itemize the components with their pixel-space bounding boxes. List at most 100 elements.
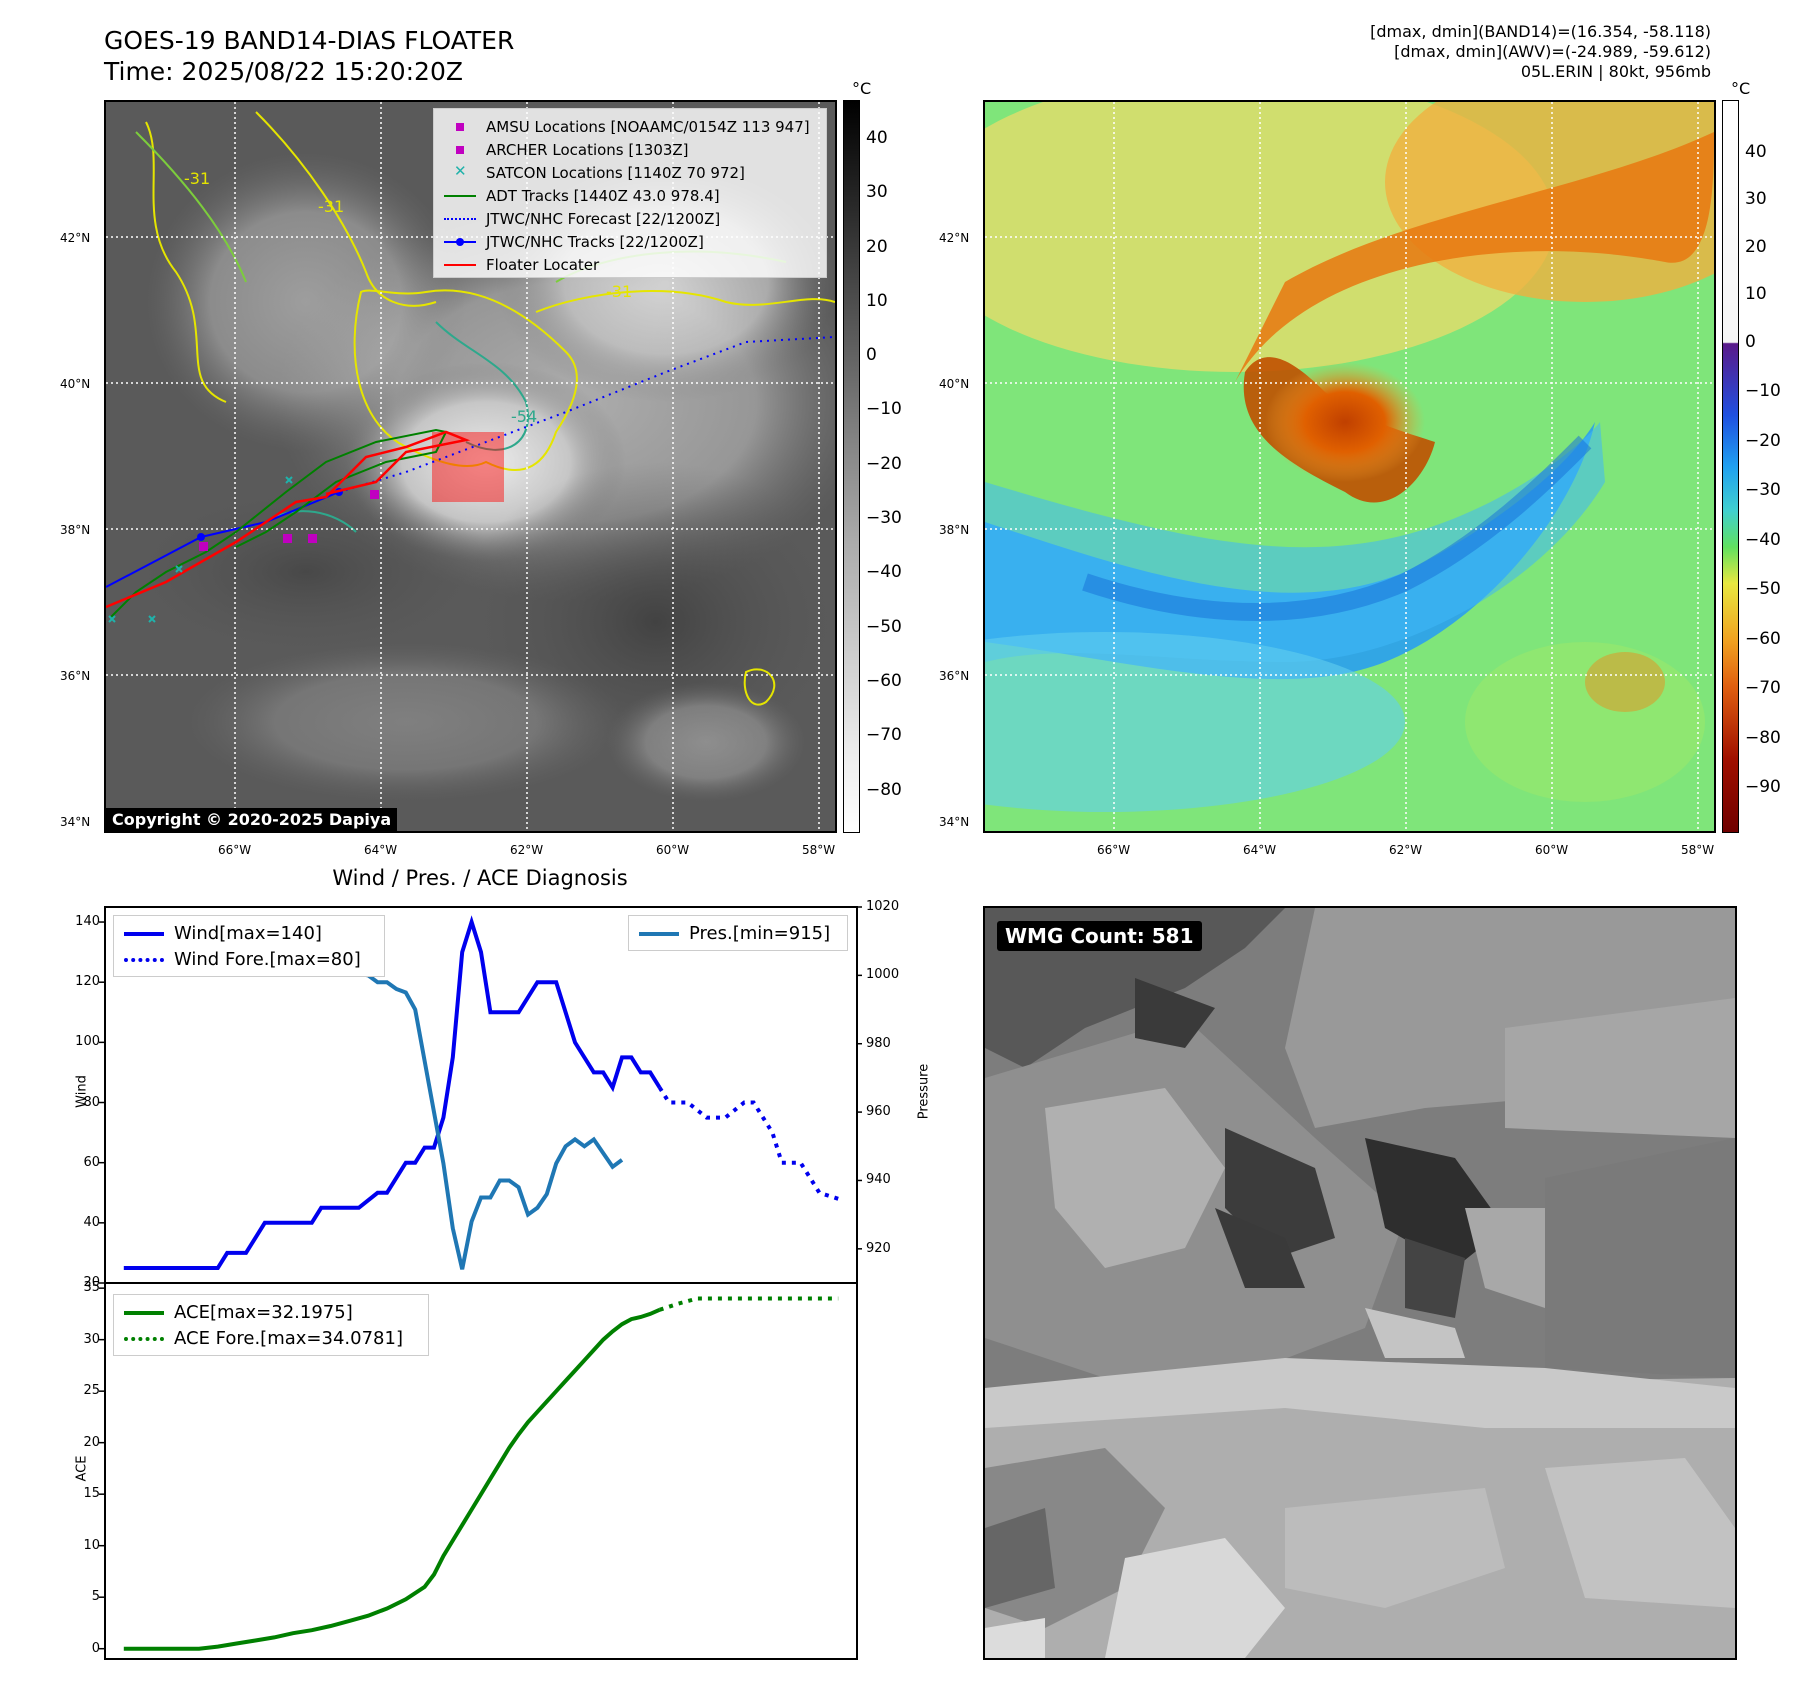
legend-item-wind: Wind[max=140] xyxy=(122,920,376,946)
colorbar-tick: −40 xyxy=(1745,529,1781,550)
ace-series-line xyxy=(123,1307,661,1651)
colorbar-tick: −10 xyxy=(866,399,902,420)
line-icon xyxy=(442,258,478,272)
lat-label: 40°N xyxy=(939,377,970,391)
dotted-line-icon xyxy=(122,1331,166,1345)
legend-label: ARCHER Locations [1303Z] xyxy=(486,140,689,159)
legend-label: ACE Fore.[max=34.0781] xyxy=(174,1327,403,1349)
colorbar-tick: 30 xyxy=(866,182,888,203)
legend-label: Wind Fore.[max=80] xyxy=(174,948,361,970)
wind-legend: Wind[max=140] Wind Fore.[max=80] xyxy=(113,915,385,977)
lat-label: 40°N xyxy=(60,377,91,391)
pressure-axis-label: Pressure xyxy=(916,1063,932,1120)
colorbar-tick: 20 xyxy=(866,236,888,257)
info-line-2: [dmax, dmin](AWV)=(-24.989, -59.612) xyxy=(1394,42,1711,61)
legend-item-ace-forecast: ACE Fore.[max=34.0781] xyxy=(122,1325,420,1351)
adt-track xyxy=(110,428,448,618)
colorbar-tick: −80 xyxy=(866,779,902,800)
legend-label: JTWC/NHC Forecast [22/1200Z] xyxy=(486,209,721,228)
dotted-line-icon xyxy=(122,952,166,966)
colorbar-tick: 10 xyxy=(866,290,888,311)
ir-map: -31 -31 -31 -54 xyxy=(106,102,835,831)
colorbar-tick: −20 xyxy=(866,453,902,474)
dias-map xyxy=(985,102,1714,831)
colorbar-tick: 40 xyxy=(866,128,888,148)
legend-label: Wind[max=140] xyxy=(174,922,322,944)
archer-point xyxy=(308,534,317,543)
contour-31-west xyxy=(145,121,227,403)
contour-label: -31 xyxy=(318,197,344,216)
square-marker-icon xyxy=(442,143,478,157)
ace-axis-label: ACE xyxy=(74,1455,90,1482)
colorbar-tick: −80 xyxy=(1745,727,1781,748)
colorbar-tick: −70 xyxy=(866,725,902,746)
wind-ytick-label: 60 xyxy=(83,1154,100,1170)
lon-label: 64°W xyxy=(364,843,398,857)
legend-item-archer: ARCHER Locations [1303Z] xyxy=(442,138,818,161)
colorbar-tick: −20 xyxy=(1745,430,1781,451)
wind-ytick-label: 80 xyxy=(83,1094,100,1110)
lon-label: 58°W xyxy=(802,843,836,857)
pressure-ytick-label: 920 xyxy=(866,1240,891,1256)
info-line-1: [dmax, dmin](BAND14)=(16.354, -58.118) xyxy=(1370,22,1711,41)
colorbar-tick: −50 xyxy=(1745,579,1781,600)
line-icon xyxy=(442,189,478,203)
lon-label: 60°W xyxy=(656,843,690,857)
satcon-point xyxy=(108,615,116,623)
legend-item-pressure: Pres.[min=915] xyxy=(637,920,839,946)
gray-colorbar xyxy=(843,100,860,833)
legend-item-jtwc-forecast: JTWC/NHC Forecast [22/1200Z] xyxy=(442,207,818,230)
lon-label: 64°W xyxy=(1243,843,1277,857)
lon-label: 60°W xyxy=(1535,843,1569,857)
ace-ytick-label: 15 xyxy=(83,1486,100,1502)
ace-ytick-label: 10 xyxy=(83,1537,100,1553)
legend-item-amsu: AMSU Locations [NOAAMC/0154Z 113 947] xyxy=(442,115,818,138)
contour-31-north xyxy=(255,111,437,307)
ace-ytick-label: 5 xyxy=(91,1589,100,1605)
pressure-ytick-label: 1020 xyxy=(866,899,900,914)
x-marker-icon: ✕ xyxy=(454,161,467,180)
legend-item-jtwc-tracks: JTWC/NHC Tracks [22/1200Z] xyxy=(442,230,818,253)
legend-label: ACE[max=32.1975] xyxy=(174,1301,353,1323)
colorbar-tick: 10 xyxy=(1745,284,1767,305)
ace-ytick-label: 20 xyxy=(83,1434,100,1450)
lat-label: 38°N xyxy=(939,523,970,537)
dias-map-panel xyxy=(983,100,1716,833)
satcon-point xyxy=(175,565,183,573)
contour-label: -31 xyxy=(606,282,632,301)
lon-label: 62°W xyxy=(1389,843,1423,857)
colorbar-unit: °C xyxy=(852,79,872,98)
satcon-point xyxy=(148,615,156,623)
pressure-ytick-label: 940 xyxy=(866,1172,891,1188)
diagnosis-chart: Wind Pressure ACE Wind[max=140] Wind For… xyxy=(75,899,932,1660)
legend-label: ADT Tracks [1440Z 43.0 978.4] xyxy=(486,186,720,205)
colorbar-tick: 40 xyxy=(1745,142,1767,162)
colorbar-tick: −10 xyxy=(1745,381,1781,402)
archer-point xyxy=(370,490,379,499)
colorbar-tick: −60 xyxy=(866,670,902,691)
legend-item-wind-forecast: Wind Fore.[max=80] xyxy=(122,946,376,972)
line-dot-icon xyxy=(442,235,478,249)
wind-ytick-label: 140 xyxy=(75,914,100,930)
ace-axes-frame xyxy=(104,1282,858,1660)
ace-ytick-label: 25 xyxy=(83,1383,100,1399)
diagnosis-title: Wind / Pres. / ACE Diagnosis xyxy=(332,866,628,890)
colorbar-tick: 0 xyxy=(1745,331,1756,352)
ace-legend: ACE[max=32.1975] ACE Fore.[max=34.0781] xyxy=(113,1294,429,1356)
ace-ytick-label: 0 xyxy=(91,1640,100,1656)
archer-point xyxy=(199,542,208,551)
pressure-ytick-label: 960 xyxy=(866,1104,891,1120)
contour-label: -31 xyxy=(184,169,210,188)
wind-ytick-label: 100 xyxy=(75,1034,100,1050)
ace-ytick-label: 30 xyxy=(83,1331,100,1347)
title-line-1: GOES-19 BAND14-DIAS FLOATER xyxy=(104,26,515,55)
square-marker-icon xyxy=(442,120,478,134)
lon-label: 62°W xyxy=(510,843,544,857)
wmg-count-badge: WMG Count: 581 xyxy=(997,921,1202,951)
ir-map-panel: -31 -31 -31 -54 xyxy=(104,100,837,833)
colorbar-tick: 30 xyxy=(1745,189,1767,210)
lat-label: 34°N xyxy=(939,815,970,829)
pressure-legend: Pres.[min=915] xyxy=(628,915,848,951)
wind-ytick-label: 120 xyxy=(75,974,100,990)
ace-ytick-label: 35 xyxy=(83,1280,100,1296)
